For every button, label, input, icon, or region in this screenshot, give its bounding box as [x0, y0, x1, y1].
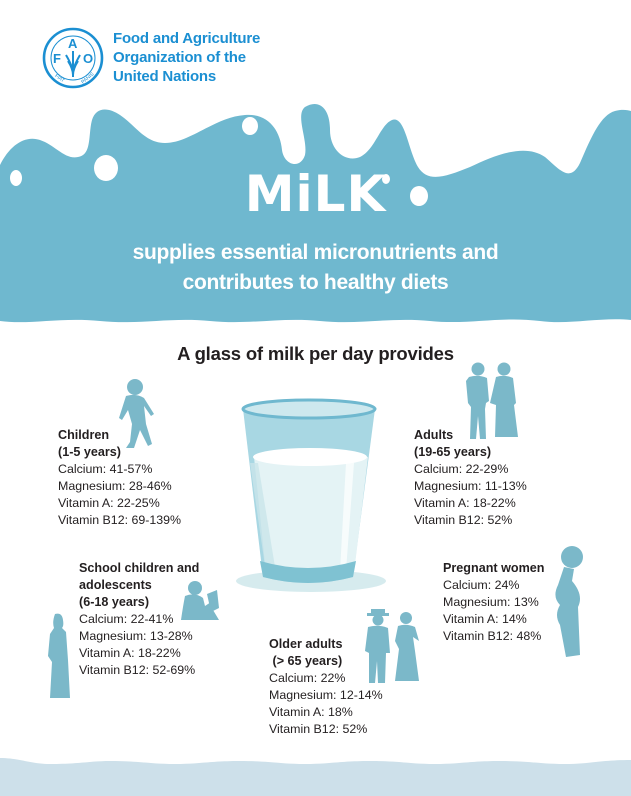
organization-name: Food and Agriculture Organization of the… [113, 29, 260, 86]
group-age: (6-18 years) [79, 595, 150, 609]
banner-subtitle: supplies essential micronutrients and co… [0, 238, 631, 298]
svg-text:O: O [83, 51, 93, 66]
svg-text:FIAT: FIAT [53, 73, 65, 84]
pregnant-woman-icon [555, 546, 583, 657]
svg-text:F: F [53, 51, 61, 66]
group-title: adolescents [79, 578, 152, 592]
nutrient-magnesium: Magnesium: 28-46% [58, 479, 172, 493]
older-couple-icon [365, 609, 419, 683]
group-title: School children and [79, 561, 200, 575]
nutrient-vitamin-a: Vitamin A: 18-22% [79, 646, 181, 660]
group-pregnant-women: Pregnant women Calcium: 24% Magnesium: 1… [443, 560, 544, 645]
nutrient-calcium: Calcium: 22-41% [79, 612, 174, 626]
nutrient-magnesium: Magnesium: 13-28% [79, 629, 193, 643]
nutrient-calcium: Calcium: 22-29% [414, 462, 509, 476]
milk-banner [0, 95, 631, 335]
running-child-icon [119, 379, 154, 448]
nutrient-calcium: Calcium: 22% [269, 671, 346, 685]
nutrient-magnesium: Magnesium: 13% [443, 595, 539, 609]
subtitle-line: contributes to healthy diets [182, 271, 449, 294]
milk-splash-shape [0, 103, 631, 323]
footer-wave [0, 758, 631, 796]
reading-child-icon [181, 581, 219, 620]
nutrient-vitamin-b12: Vitamin B12: 52-69% [79, 663, 196, 677]
group-older-adults: Older adults (> 65 years) Calcium: 22% M… [269, 636, 383, 738]
group-title: Older adults [269, 637, 343, 651]
svg-text:A: A [68, 36, 78, 51]
nutrient-vitamin-a: Vitamin A: 22-25% [58, 496, 160, 510]
nutrient-vitamin-a: Vitamin A: 14% [443, 612, 527, 626]
group-adults: Adults (19-65 years) Calcium: 22-29% Mag… [414, 427, 527, 529]
nutrient-magnesium: Magnesium: 12-14% [269, 688, 383, 702]
section-title: A glass of milk per day provides [177, 343, 454, 364]
standing-girl-icon [48, 613, 70, 698]
nutrient-vitamin-b12: Vitamin B12: 48% [443, 629, 542, 643]
adult-couple-icon [466, 362, 518, 439]
nutrient-calcium: Calcium: 24% [443, 578, 520, 592]
subtitle-line: supplies essential micronutrients and [132, 241, 499, 264]
nutrient-magnesium: Magnesium: 11-13% [414, 479, 527, 493]
group-title: Children [58, 428, 110, 442]
nutrient-vitamin-b12: Vitamin B12: 69-139% [58, 513, 182, 527]
nutrient-vitamin-b12: Vitamin B12: 52% [414, 513, 513, 527]
fao-emblem-icon: F A O FIAT PANIS [42, 27, 104, 89]
group-title: Pregnant women [443, 561, 545, 575]
group-age: (1-5 years) [58, 445, 122, 459]
nutrient-vitamin-b12: Vitamin B12: 52% [269, 722, 368, 736]
milk-title: MiLK [244, 165, 387, 223]
group-children: Children (1-5 years) Calcium: 41-57% Mag… [58, 427, 181, 529]
org-name-line: Organization of the [113, 49, 246, 66]
nutrient-calcium: Calcium: 41-57% [58, 462, 153, 476]
org-name-line: United Nations [113, 68, 217, 85]
milk-glass-icon [236, 398, 386, 592]
nutrient-vitamin-a: Vitamin A: 18-22% [414, 496, 516, 510]
org-name-line: Food and Agriculture [113, 30, 261, 47]
group-age: (> 65 years) [269, 654, 343, 668]
group-title: Adults [414, 428, 454, 442]
group-age: (19-65 years) [414, 445, 492, 459]
header: F A O FIAT PANIS Food and Agriculture Or… [0, 0, 631, 100]
group-school-children: School children and adolescents (6-18 ye… [79, 560, 199, 679]
nutrient-vitamin-a: Vitamin A: 18% [269, 705, 353, 719]
